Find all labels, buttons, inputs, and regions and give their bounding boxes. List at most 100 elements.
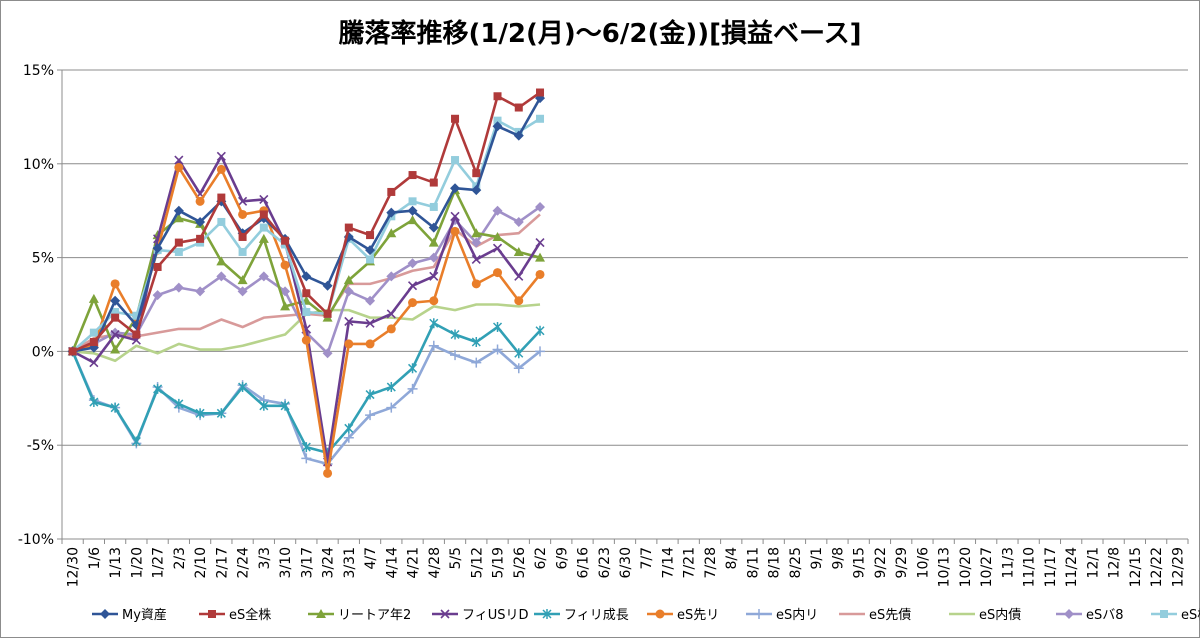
data-point: [89, 328, 98, 337]
series-5: [68, 318, 545, 458]
x-tick-label: 8/4: [724, 547, 740, 570]
data-point: [195, 216, 206, 227]
data-point: [492, 231, 503, 241]
data-point: [110, 279, 120, 289]
data-point: [344, 423, 354, 434]
legend-label: eS株3: [1181, 608, 1200, 623]
data-point: [302, 289, 311, 298]
data-point: [493, 92, 502, 101]
data-point: [110, 295, 121, 306]
legend-label: フィリ成長: [564, 608, 629, 623]
data-point: [514, 103, 523, 112]
data-point: [89, 358, 99, 368]
x-tick-label: 12/22: [1149, 547, 1165, 587]
series-2: [68, 88, 545, 356]
data-point: [450, 329, 460, 340]
data-point: [343, 286, 354, 297]
data-point: [386, 309, 396, 319]
legend-label: eS全株: [229, 607, 271, 623]
y-tick-label: 10%: [23, 157, 54, 173]
data-point: [386, 207, 397, 218]
data-point: [408, 171, 417, 180]
data-point: [365, 245, 376, 256]
data-point: [217, 217, 226, 226]
data-point: [450, 226, 460, 236]
legend: My資産 eS全株 リートア年2 フィUSリD フィリ成長 eS先リ eS内リ eS先債 eS内…: [92, 607, 1200, 623]
data-point: [259, 223, 268, 232]
data-point: [174, 398, 184, 409]
legend-item: eS株3: [1151, 608, 1200, 623]
data-point: [323, 468, 333, 478]
data-point: [237, 286, 248, 297]
data-point: [429, 202, 438, 211]
data-point: [344, 339, 354, 349]
data-point: [195, 286, 206, 297]
legend-item: リートア年2: [308, 608, 411, 623]
x-tick-label: 4/7: [363, 547, 379, 570]
x-tick-label: 3/24: [321, 547, 337, 579]
x-tick-label: 9/1: [809, 547, 825, 570]
x-tick-label: 6/30: [618, 547, 634, 578]
data-point: [153, 262, 162, 271]
x-tick-label: 6/2: [533, 547, 549, 570]
x-tick-label: 4/14: [384, 547, 400, 579]
data-point: [492, 322, 503, 333]
x-tick-label: 12/29: [1170, 547, 1186, 587]
x-tick-label: 11/24: [1064, 547, 1080, 587]
data-point: [408, 298, 418, 308]
data-point: [89, 338, 98, 347]
data-point: [513, 130, 524, 141]
legend-item: My資産: [92, 607, 167, 623]
legend-item: eS内債: [949, 607, 1021, 623]
data-point: [429, 178, 438, 187]
data-point: [259, 210, 268, 219]
x-tick-label: 1/27: [151, 547, 167, 578]
x-tick-label: 9/8: [830, 547, 846, 570]
x-tick-label: 11/10: [1022, 547, 1038, 587]
x-tick-label: 9/22: [873, 547, 889, 578]
data-point: [110, 329, 120, 340]
data-point: [365, 339, 375, 349]
legend-label: eS内リ: [776, 607, 818, 623]
legend-label: My資産: [122, 607, 167, 623]
x-tick-label: 6/16: [576, 547, 592, 579]
data-point: [428, 222, 439, 233]
data-point: [407, 281, 418, 291]
x-tick-label: 7/14: [660, 547, 676, 579]
x-tick-label: 3/17: [299, 547, 315, 578]
data-point: [471, 228, 482, 238]
data-point: [513, 216, 524, 227]
x-tick-label: 9/29: [894, 547, 910, 578]
data-point: [514, 271, 524, 281]
legend-label: eS内債: [979, 607, 1021, 623]
data-point: [492, 243, 503, 253]
data-point: [492, 121, 503, 132]
data-point: [344, 223, 353, 232]
data-point: [344, 316, 354, 326]
data-point: [153, 383, 163, 394]
x-tick-label: 7/7: [639, 547, 655, 570]
data-point: [131, 436, 141, 447]
x-tick-label: 4/21: [406, 547, 422, 578]
data-point: [366, 231, 375, 240]
legend-label: eS先債: [869, 608, 911, 623]
data-point: [471, 185, 482, 196]
data-point: [471, 279, 481, 289]
data-point: [280, 260, 290, 270]
data-point: [238, 382, 248, 393]
data-point: [111, 308, 120, 317]
data-point: [536, 88, 545, 97]
data-point: [513, 363, 524, 374]
x-tick-label: 4/28: [427, 547, 443, 578]
legend-item: フィリ成長: [534, 608, 629, 623]
y-tick-label: 0%: [32, 344, 54, 360]
data-point: [238, 209, 248, 219]
data-point: [386, 382, 396, 393]
data-point: [152, 290, 163, 301]
x-tick-label: 10/27: [979, 547, 995, 587]
data-point: [535, 325, 545, 336]
data-point: [429, 318, 439, 329]
data-point: [542, 609, 552, 619]
x-tick-label: 10/20: [958, 547, 974, 587]
data-point: [386, 324, 396, 334]
